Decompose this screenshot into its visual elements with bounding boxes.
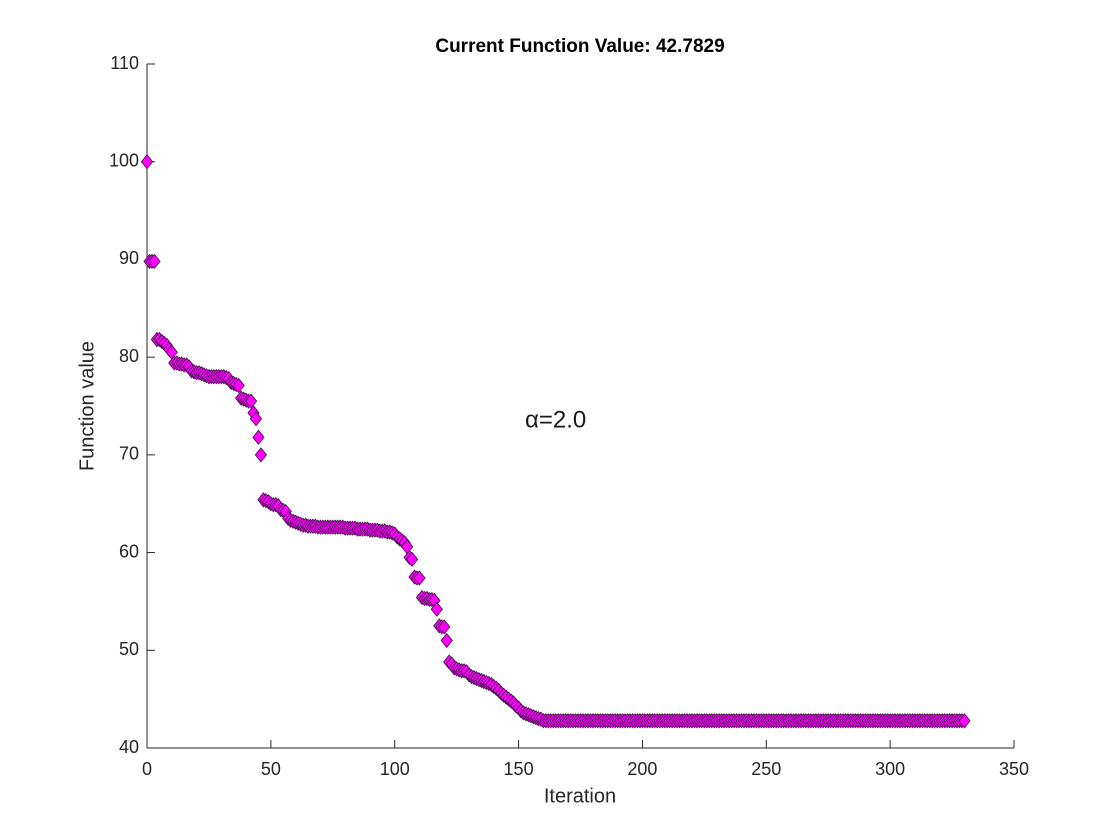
x-tick-label: 100	[380, 759, 410, 779]
x-tick-label: 300	[875, 759, 905, 779]
x-axis-label: Iteration	[544, 785, 616, 807]
y-tick-label: 60	[119, 541, 139, 561]
marker	[249, 411, 263, 427]
y-tick-label: 110	[110, 53, 139, 73]
y-tick-label: 90	[119, 248, 139, 268]
marker	[430, 601, 443, 617]
y-axis-label: Function value	[76, 341, 98, 471]
y-tick-label: 50	[119, 639, 139, 659]
marker	[405, 551, 419, 568]
marker	[232, 377, 245, 394]
y-tick-label: 80	[119, 346, 139, 366]
marker	[244, 393, 258, 409]
y-tick-label: 100	[109, 150, 139, 170]
marker	[148, 253, 161, 270]
marker	[438, 619, 451, 635]
marker	[252, 429, 265, 445]
marker	[254, 447, 268, 463]
marker	[440, 632, 453, 649]
y-tick-label: 40	[119, 737, 139, 757]
x-tick-label: 200	[627, 759, 657, 779]
annotation: α=2.0	[525, 406, 586, 433]
marker	[140, 154, 154, 170]
y-tick-label: 70	[119, 444, 139, 464]
x-tick-label: 150	[504, 759, 534, 779]
marker	[413, 570, 426, 586]
chart-title: Current Function Value: 42.7829	[435, 36, 724, 57]
x-tick-label: 350	[999, 759, 1029, 779]
x-tick-label: 50	[261, 759, 281, 779]
marker	[958, 713, 971, 729]
x-tick-label: 250	[751, 759, 781, 779]
x-tick-label: 0	[142, 759, 152, 779]
